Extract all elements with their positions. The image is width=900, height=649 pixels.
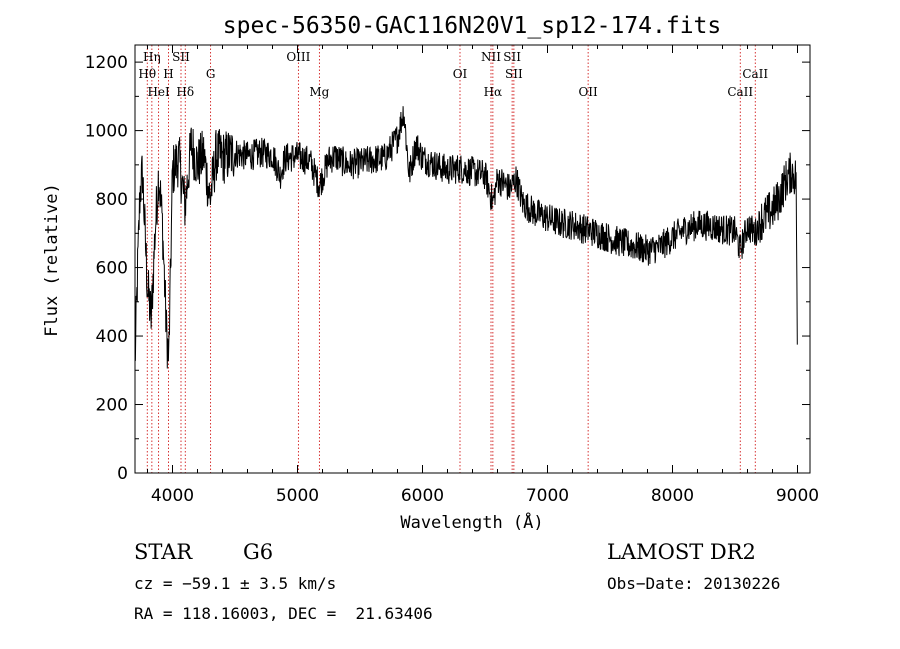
spectral-line-label: Hδ — [176, 85, 194, 99]
x-tick-label: 7000 — [526, 486, 569, 506]
x-axis-label: Wavelength (Å) — [400, 511, 543, 533]
plot-frame — [134, 44, 811, 474]
spectral-line-label: NII — [481, 50, 501, 64]
y-tick-label: 0 — [117, 464, 128, 484]
spectral-line-label: Hθ — [138, 67, 156, 81]
spectral-line-markers — [146, 45, 756, 473]
survey-label: LAMOST DR2 — [607, 540, 756, 564]
coordinates-readout: RA = 118.16003, DEC = 21.63406 — [134, 604, 433, 623]
object-class: STAR — [134, 540, 193, 564]
spectral-line-label: CaII — [742, 67, 768, 81]
y-tick-label: 600 — [96, 259, 128, 279]
spectrum-line — [134, 106, 798, 369]
y-tick-label: 800 — [96, 190, 128, 210]
spectral-line-label: OIII — [286, 50, 310, 64]
x-tick-label: 5000 — [276, 486, 319, 506]
x-tick-label: 4000 — [151, 486, 194, 506]
spectral-line-label: OI — [453, 67, 468, 81]
spectrum-chart: spec-56350-GAC116N20V1_sp12-174.fits 400… — [42, 13, 819, 533]
spectral-line-label: SII — [503, 50, 521, 64]
spectral-line-label: Hα — [484, 85, 503, 99]
x-axis: 4000 5000 6000 7000 8000 9000 — [147, 45, 819, 506]
x-tick-label: 6000 — [401, 486, 444, 506]
spectral-line-label: CaII — [727, 85, 753, 99]
y-axis: 0 200 400 600 800 1000 1200 — [85, 53, 810, 484]
chart-title: spec-56350-GAC116N20V1_sp12-174.fits — [223, 13, 722, 39]
spectral-line-label: SII — [172, 50, 190, 64]
x-tick-label: 8000 — [651, 486, 694, 506]
x-tick-label: 9000 — [776, 486, 819, 506]
y-axis-label: Flux (relative) — [42, 183, 62, 337]
spectral-line-label: SII — [505, 67, 523, 81]
spectral-line-label: OII — [578, 85, 598, 99]
spectral-line-label: H — [163, 67, 173, 81]
spectral-line-label: G — [206, 67, 216, 81]
y-tick-label: 200 — [96, 396, 128, 416]
spectrum-series — [134, 106, 798, 369]
object-subclass: G6 — [243, 540, 274, 564]
spectral-line-label: Hη — [143, 50, 161, 64]
spectral-line-label: HeI — [147, 85, 170, 99]
redshift-readout: cz = −59.1 ± 3.5 km/s — [134, 574, 337, 593]
spectral-line-label: Mg — [309, 85, 329, 99]
y-tick-label: 1200 — [85, 53, 128, 73]
y-tick-label: 1000 — [85, 122, 128, 142]
y-tick-label: 400 — [96, 327, 128, 347]
obs-date: Obs−Date: 20130226 — [607, 574, 781, 593]
